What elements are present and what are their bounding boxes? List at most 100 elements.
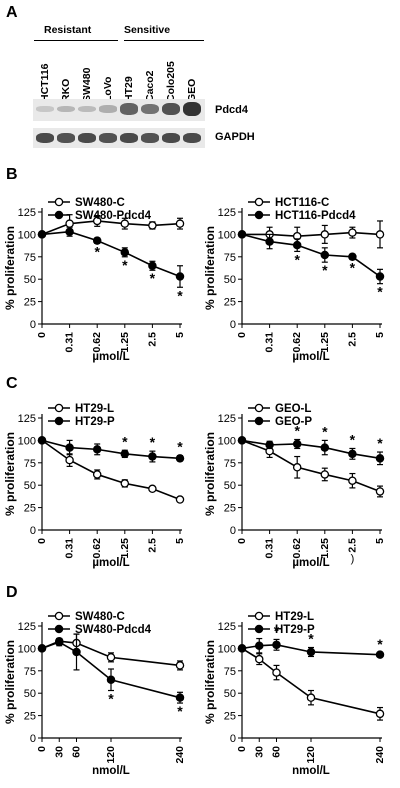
- data-point: [148, 261, 157, 271]
- series-filled: [37, 436, 185, 463]
- gapdh-blot: [33, 128, 205, 148]
- data-point: [237, 230, 247, 239]
- series-line: [242, 231, 381, 237]
- data-point: [292, 463, 302, 472]
- x-tick-label: 0: [36, 332, 48, 338]
- x-tick-label: 1.25: [319, 538, 331, 559]
- series-filled: [237, 436, 385, 466]
- series-filled: [237, 230, 385, 285]
- data-point: [175, 661, 185, 670]
- y-axis-label: % proliferation: [3, 226, 17, 310]
- x-tick-label: 240: [374, 746, 386, 764]
- data-point: [175, 693, 185, 702]
- x-tick-label: 0.62: [291, 332, 303, 353]
- y-tick-label: 25: [224, 503, 236, 515]
- y-tick-label: 100: [218, 435, 236, 447]
- x-tick-label: 30: [253, 746, 265, 758]
- y-tick-label: 50: [224, 480, 236, 492]
- data-point: [375, 709, 385, 719]
- data-point: [306, 647, 316, 657]
- y-tick-label: 50: [224, 688, 236, 700]
- x-tick-label: 60: [71, 746, 83, 758]
- y-tick-label: 100: [218, 643, 236, 655]
- data-point: [348, 476, 357, 485]
- data-point: [65, 455, 74, 465]
- legend-marker: [54, 416, 64, 426]
- y-tick-label: 0: [230, 525, 236, 537]
- y-tick-label: 50: [24, 480, 36, 492]
- y-axis-label: % proliferation: [3, 432, 17, 516]
- significance-mark: *: [322, 262, 328, 278]
- x-tick-label: 2.5: [346, 538, 358, 553]
- data-point: [92, 445, 102, 454]
- blot-band: [120, 132, 138, 144]
- series-line: [41, 220, 181, 236]
- series-open: [37, 436, 185, 504]
- data-point: [37, 230, 47, 239]
- data-point: [92, 216, 102, 226]
- x-tick-label: 0.62: [91, 332, 103, 353]
- data-point: [148, 484, 157, 494]
- chart-d-sw480: 0 25 50 75 100 125 0 30 60 120 240 % proliferation n…: [3, 611, 186, 777]
- series-line: [41, 439, 181, 501]
- y-tick-label: 75: [24, 252, 36, 264]
- legend-label: SW480-Pdcd4: [75, 210, 152, 222]
- x-tick-label: 2.5: [146, 332, 158, 347]
- x-tick-label: 1.25: [119, 538, 131, 559]
- series-line: [241, 233, 381, 278]
- legend-label: HT29-L: [275, 611, 314, 623]
- y-tick-label: 50: [224, 274, 236, 286]
- data-point: [348, 252, 357, 262]
- blot-band: [141, 133, 159, 143]
- series-line: [241, 439, 381, 460]
- data-point: [65, 227, 74, 236]
- data-point: [175, 219, 185, 228]
- blot-band: [162, 102, 180, 116]
- data-point: [37, 644, 47, 653]
- data-point: [292, 439, 302, 449]
- y-tick-label: 25: [24, 503, 36, 515]
- x-tick-label: 0.62: [291, 538, 303, 559]
- x-tick-label: 120: [305, 746, 317, 764]
- chart-d-ht29: 0 25 50 75 100 125 0 30 60 120 240 % proliferation n…: [203, 611, 386, 777]
- x-tick-label: 2.5: [346, 332, 358, 347]
- significance-mark: *: [308, 631, 314, 647]
- significance-mark: *: [150, 270, 156, 286]
- y-tick-label: 75: [24, 666, 36, 678]
- y-tick-label: 25: [224, 711, 236, 723]
- significance-mark: *: [122, 257, 128, 273]
- data-point: [175, 495, 185, 504]
- x-tick-label: 0.31: [64, 332, 76, 353]
- blot-band: [57, 105, 75, 113]
- legend-label: HT29-P: [275, 624, 315, 636]
- data-point: [120, 479, 130, 488]
- data-point: [92, 236, 102, 245]
- data-point: [272, 640, 281, 650]
- x-tick-label: 0: [236, 332, 248, 338]
- data-point: [375, 650, 385, 659]
- data-point: [348, 228, 357, 237]
- series-line: [241, 439, 381, 493]
- blot-band: [78, 105, 96, 113]
- panel-label-c: C: [6, 375, 18, 392]
- x-axis-label: µmol/L: [292, 351, 329, 363]
- y-tick-label: 75: [224, 666, 236, 678]
- significance-mark: *: [274, 622, 280, 638]
- x-tick-label: 1.25: [319, 332, 331, 353]
- significance-mark: *: [350, 431, 356, 447]
- chart-b-hct116: 0 25 50 75 100 125 0 0.31 0.62 1.25 2.5 5 % prolifer…: [203, 197, 386, 363]
- y-tick-label: 75: [224, 458, 236, 470]
- data-point: [320, 443, 330, 452]
- significance-mark: *: [377, 636, 383, 652]
- blot-band: [183, 132, 201, 144]
- y-tick-label: 0: [230, 733, 236, 745]
- x-tick-label: 120: [105, 746, 117, 764]
- legend-marker: [254, 197, 264, 207]
- blot-band: [141, 103, 159, 115]
- data-point: [65, 219, 74, 228]
- x-tick-label: 0.31: [264, 332, 276, 353]
- legend-marker: [54, 611, 64, 621]
- x-tick-label: 5: [374, 332, 386, 338]
- legend-marker: [254, 416, 264, 426]
- pdcd4-blot-label: Pdcd4: [215, 104, 249, 116]
